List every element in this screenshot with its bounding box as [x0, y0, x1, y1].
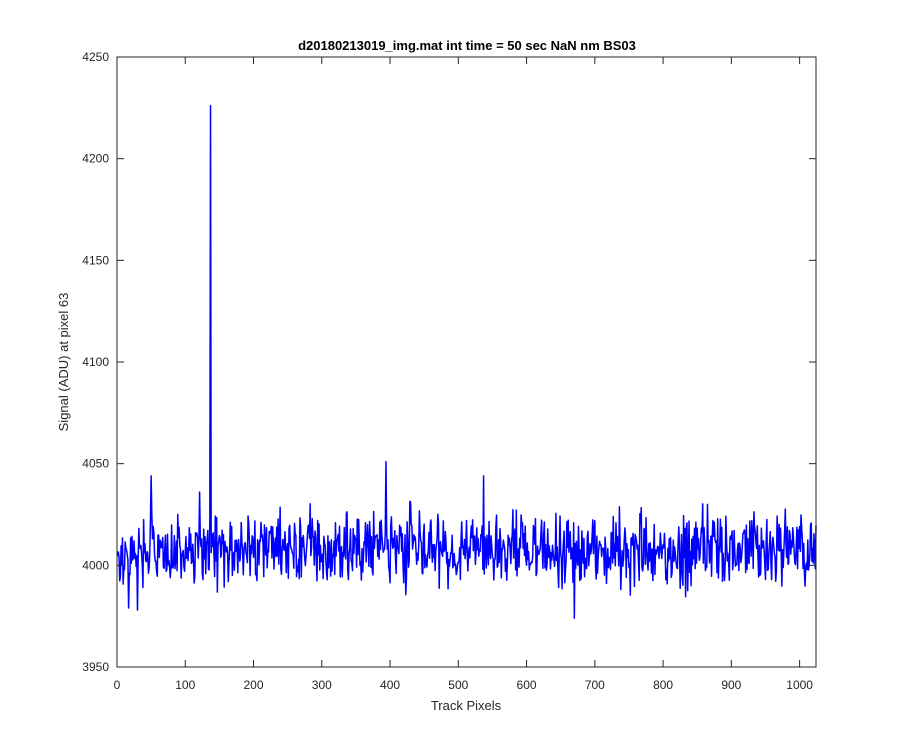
- y-tick-label: 4100: [82, 355, 109, 369]
- x-tick-label: 1000: [786, 678, 813, 692]
- x-tick-label: 300: [312, 678, 332, 692]
- series-layer: [116, 105, 817, 619]
- x-tick-label: 900: [721, 678, 741, 692]
- series-line: [116, 105, 817, 619]
- x-axis-label: Track Pixels: [431, 698, 502, 713]
- chart-title: d20180213019_img.mat int time = 50 sec N…: [298, 38, 636, 53]
- y-tick-label: 4150: [82, 253, 109, 267]
- y-axis-label: Signal (ADU) at pixel 63: [56, 293, 71, 432]
- x-tick-label: 800: [653, 678, 673, 692]
- x-tick-label: 100: [175, 678, 195, 692]
- x-axis: 0 100 200 300 400 500 600 700 800 900 1000: [114, 57, 813, 692]
- x-tick-label: 700: [585, 678, 605, 692]
- x-tick-label: 400: [380, 678, 400, 692]
- x-tick-label: 500: [448, 678, 468, 692]
- y-tick-label: 3950: [82, 660, 109, 674]
- x-tick-label: 600: [517, 678, 537, 692]
- y-axis: 3950 4000 4050 4100 4150 4200 4250: [82, 50, 816, 674]
- y-tick-label: 4000: [82, 558, 109, 572]
- x-tick-label: 0: [114, 678, 121, 692]
- x-tick-label: 200: [244, 678, 264, 692]
- y-tick-label: 4200: [82, 152, 109, 166]
- y-tick-label: 4050: [82, 457, 109, 471]
- y-tick-label: 4250: [82, 50, 109, 64]
